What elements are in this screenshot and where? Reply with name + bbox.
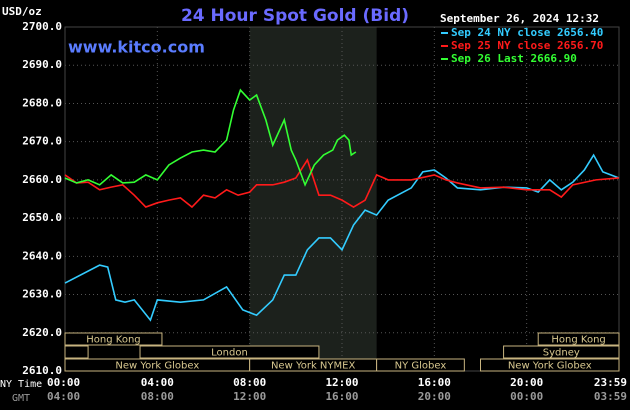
x-tick-label: 20:00 <box>510 376 543 389</box>
session-label: Sydney <box>543 348 580 359</box>
y-tick-label: 2670.0 <box>22 135 62 148</box>
y-tick-label: 2650.0 <box>22 211 62 224</box>
x2-tick-label: 20:00 <box>418 390 451 403</box>
y-tick-label: 2620.0 <box>22 326 62 339</box>
session-label: Hong Kong <box>86 335 140 346</box>
x2-tick-label: 12:00 <box>233 390 266 403</box>
x-tick-label: 08:00 <box>233 376 266 389</box>
session-label: NY Globex <box>395 361 447 372</box>
x2-tick-label: 08:00 <box>141 390 174 403</box>
legend-label: Sep 26 Last 2666.90 <box>451 52 577 65</box>
legend-label: Sep 25 NY close 2656.70 <box>451 39 603 52</box>
y-tick-label: 2640.0 <box>22 249 62 262</box>
chart-title: 24 Hour Spot Gold (Bid) <box>181 6 409 26</box>
x-row-label: GMT <box>12 393 30 404</box>
y-tick-label: 2660.0 <box>22 173 62 186</box>
x-tick-label: 00:00 <box>47 376 80 389</box>
x-tick-label: 23:59 <box>594 376 627 389</box>
session-bar <box>64 332 163 346</box>
shaded-session <box>249 27 377 371</box>
x2-tick-label: 03:59 <box>594 390 627 403</box>
y-tick-label: 2700.0 <box>22 20 62 33</box>
legend-label: Sep 24 NY close 2656.40 <box>451 26 603 39</box>
session-label: New York Globex <box>115 361 199 372</box>
x-tick-label: 16:00 <box>418 376 451 389</box>
y-tick-label: 2680.0 <box>22 96 62 109</box>
x2-tick-label: 04:00 <box>47 390 80 403</box>
session-bar <box>503 345 620 359</box>
y-tick-label: 2630.0 <box>22 288 62 301</box>
session-label: New York NYMEX <box>271 361 356 372</box>
x-row-label: NY Time <box>0 379 42 390</box>
session-label: New York Globex <box>508 361 592 372</box>
x2-tick-label: 16:00 <box>325 390 358 403</box>
session-bar <box>376 358 465 372</box>
session-bar <box>480 358 620 372</box>
y-tick-label: 2690.0 <box>22 58 62 71</box>
session-bar <box>64 345 89 359</box>
y-axis-label: USD/oz <box>2 5 42 18</box>
x2-tick-label: 00:00 <box>510 390 543 403</box>
x-tick-label: 04:00 <box>141 376 174 389</box>
session-bar <box>139 345 320 359</box>
price-line <box>64 153 620 322</box>
x-tick-label: 12:00 <box>325 376 358 389</box>
session-label: Hong Kong <box>551 335 605 346</box>
price-line <box>64 158 620 209</box>
timestamp: September 26, 2024 12:32 <box>440 12 599 25</box>
y-tick-label: 2610.0 <box>22 364 62 377</box>
session-bar <box>537 332 620 346</box>
price-line <box>64 88 357 187</box>
watermark: www.kitco.com <box>68 38 205 57</box>
session-label: London <box>211 348 248 359</box>
